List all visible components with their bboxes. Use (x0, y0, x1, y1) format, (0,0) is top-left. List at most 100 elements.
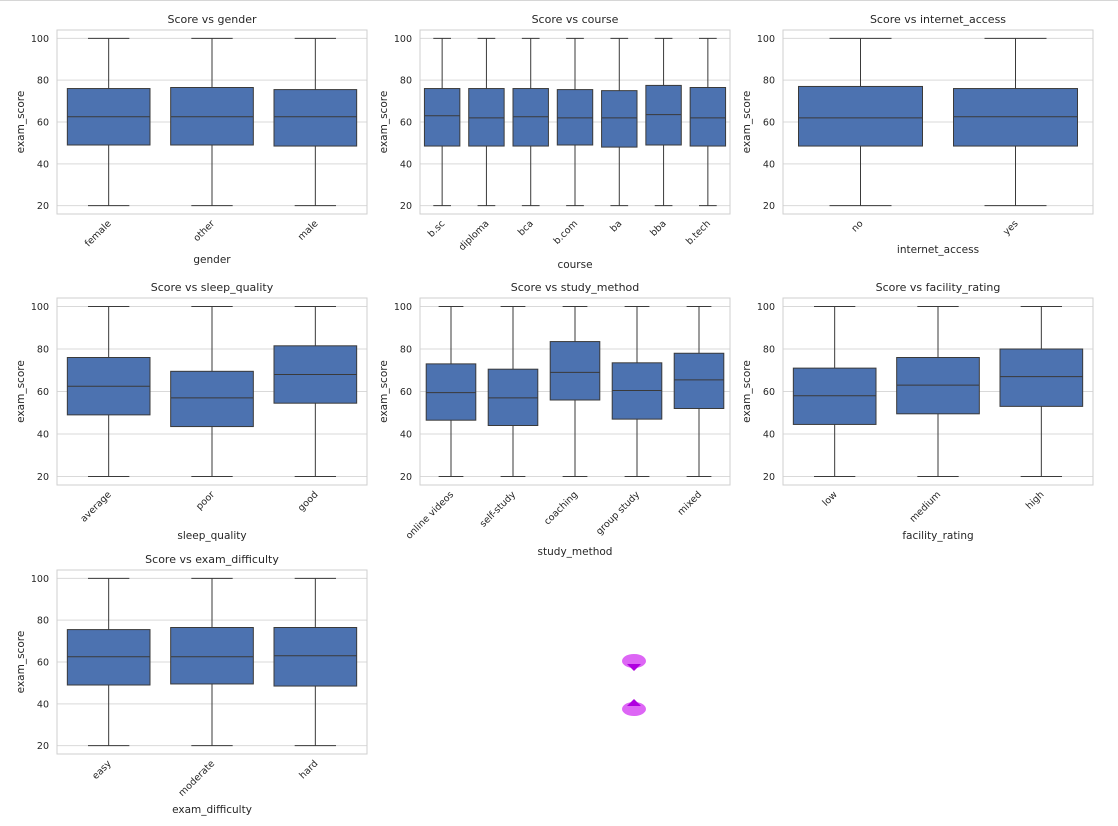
x-tick-label: online videos (404, 489, 456, 541)
y-tick-label: 60 (763, 118, 775, 129)
y-tick-label: 100 (757, 302, 775, 313)
iqr-box (896, 357, 980, 415)
x-tick-label: male (296, 218, 321, 243)
y-tick-label: 20 (763, 472, 775, 483)
box-poor (170, 306, 254, 477)
y-tick-label: 40 (763, 159, 775, 170)
iqr-box (423, 88, 461, 147)
magenta-marker-icon-bottom (622, 699, 646, 716)
y-tick-label: 60 (37, 658, 49, 669)
box-female (66, 37, 151, 207)
y-tick-label: 20 (400, 201, 412, 212)
chart-title: Score vs gender (167, 13, 257, 26)
chart-title: Score vs course (532, 13, 619, 26)
y-tick-label: 100 (31, 34, 49, 45)
iqr-box (468, 88, 505, 147)
y-axis-label: exam_score (15, 91, 27, 154)
x-tick-label: average (79, 489, 114, 524)
box-b.tech (689, 37, 727, 207)
box-group study (611, 306, 663, 477)
chart-title: Score vs internet_access (870, 13, 1006, 26)
iqr-box (170, 87, 254, 146)
iqr-box (425, 363, 477, 421)
x-tick-label: bba (648, 218, 668, 238)
iqr-box (66, 629, 151, 686)
x-axis-label: sleep_quality (177, 530, 246, 542)
iqr-box (689, 87, 727, 147)
box-ba (601, 37, 638, 207)
box-high (999, 306, 1084, 477)
box-good (273, 306, 358, 477)
y-tick-label: 100 (394, 34, 412, 45)
y-tick-label: 20 (37, 472, 49, 483)
box-online videos (425, 306, 477, 477)
box-b.sc (423, 37, 461, 207)
x-tick-label: moderate (177, 758, 218, 799)
y-tick-label: 40 (37, 430, 49, 441)
iqr-box (273, 89, 358, 147)
iqr-box (170, 627, 254, 685)
iqr-box (487, 368, 539, 426)
x-tick-label: hard (297, 758, 320, 781)
axes-frame (419, 29, 731, 215)
y-tick-label: 20 (37, 201, 49, 212)
x-tick-label: self-study (478, 489, 519, 530)
iqr-box (170, 370, 254, 428)
y-tick-label: 80 (763, 76, 775, 87)
x-tick-label: yes (1001, 218, 1020, 237)
box-moderate (170, 577, 254, 747)
y-tick-label: 80 (400, 345, 412, 356)
y-tick-label: 40 (37, 159, 49, 170)
box-low (792, 306, 877, 477)
panel-3: 20 40 60 80 100 Score vs internet_access exam_… (741, 13, 1094, 256)
x-axis-label: facility_rating (902, 530, 973, 542)
y-tick-label: 40 (37, 699, 49, 710)
x-tick-label: diploma (457, 218, 492, 253)
box-easy (66, 577, 151, 747)
y-tick-label: 100 (394, 302, 412, 313)
y-tick-label: 40 (400, 430, 412, 441)
y-tick-label: 40 (763, 430, 775, 441)
iqr-box (953, 88, 1078, 147)
iqr-box (601, 90, 638, 148)
iqr-box (798, 85, 923, 147)
chart-title: Score vs exam_difficulty (145, 553, 279, 566)
x-tick-label: other (191, 218, 217, 244)
x-tick-label: low (821, 489, 840, 508)
x-tick-label: easy (90, 758, 114, 782)
box-diploma (468, 37, 505, 207)
chart-title: Score vs sleep_quality (151, 281, 274, 294)
x-tick-label: good (296, 489, 321, 514)
x-axis-label: study_method (538, 546, 613, 558)
x-axis-label: internet_access (897, 244, 979, 256)
x-tick-label: b.tech (684, 218, 713, 247)
x-tick-label: b.sc (426, 218, 447, 239)
axes-frame (56, 297, 368, 486)
x-tick-label: coaching (542, 489, 580, 527)
iqr-box (512, 88, 549, 147)
axes-frame (419, 297, 731, 486)
y-tick-label: 60 (400, 118, 412, 129)
axes-frame (56, 569, 368, 755)
y-tick-label: 20 (37, 741, 49, 752)
y-axis-label: exam_score (378, 360, 390, 423)
box-bca (512, 37, 549, 207)
y-tick-label: 80 (37, 345, 49, 356)
x-tick-label: female (83, 218, 114, 249)
axes-frame (782, 297, 1094, 486)
y-tick-label: 60 (37, 118, 49, 129)
y-axis-label: exam_score (741, 91, 753, 154)
y-tick-label: 80 (400, 76, 412, 87)
box-bba (645, 37, 682, 207)
y-tick-label: 100 (31, 302, 49, 313)
iqr-box (792, 367, 877, 425)
box-hard (273, 577, 358, 747)
box-male (273, 37, 358, 207)
x-tick-label: b.com (552, 218, 581, 247)
y-axis-label: exam_score (378, 91, 390, 154)
panel-4: 20 40 60 80 100 Score vs sleep_quality exam_sc… (15, 281, 368, 542)
magenta-marker-icon-top (622, 654, 646, 671)
panel-2: 20 40 60 80 100 Score vs course exam_scorecour… (378, 13, 731, 271)
box-coaching (549, 306, 601, 477)
y-axis-label: exam_score (15, 631, 27, 694)
